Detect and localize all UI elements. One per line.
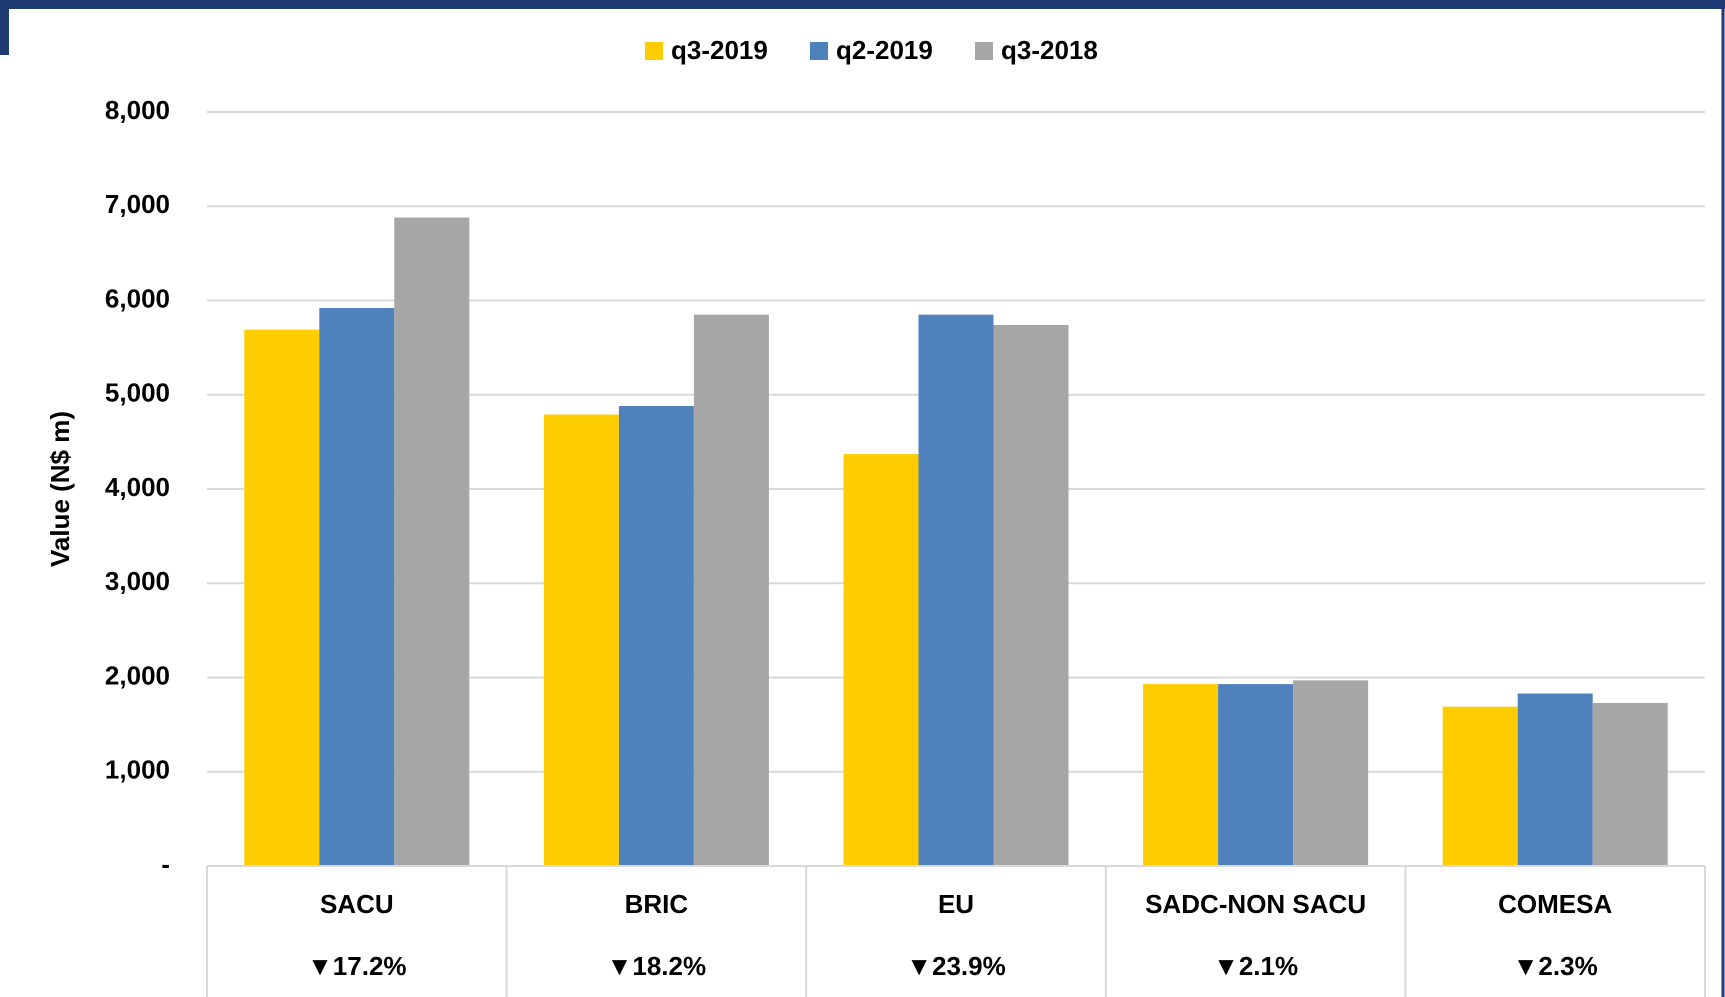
change-label: ▼2.3%	[1513, 951, 1598, 981]
legend-swatch	[810, 42, 828, 60]
bar	[1218, 684, 1294, 866]
bar	[394, 217, 470, 866]
left-bar	[0, 0, 9, 55]
y-tick-label: 2,000	[105, 660, 170, 690]
top-bar	[0, 0, 1725, 9]
x-tick-label: SACU	[320, 889, 394, 919]
y-axis-label: Value (N$ m)	[45, 411, 75, 567]
y-tick-label: 6,000	[105, 283, 170, 313]
bar	[1592, 702, 1668, 866]
legend-label: q3-2019	[671, 35, 768, 65]
y-tick-label: -	[161, 849, 170, 879]
y-tick-label: 5,000	[105, 378, 170, 408]
legend-swatch	[645, 42, 663, 60]
x-tick-label: SADC-NON SACU	[1145, 889, 1366, 919]
bar	[543, 414, 619, 866]
bar	[1442, 706, 1518, 866]
bar	[993, 325, 1069, 866]
legend-swatch	[975, 42, 993, 60]
legend-label: q3-2018	[1001, 35, 1098, 65]
change-label: ▼17.2%	[307, 951, 406, 981]
bar	[843, 454, 919, 866]
change-label: ▼23.9%	[906, 951, 1005, 981]
x-tick-label: EU	[938, 889, 974, 919]
x-tick-label: COMESA	[1498, 889, 1612, 919]
y-tick-label: 1,000	[105, 755, 170, 785]
y-tick-label: 3,000	[105, 566, 170, 596]
y-tick-label: 8,000	[105, 95, 170, 125]
bar	[693, 314, 769, 866]
bar	[1143, 684, 1219, 866]
change-label: ▼18.2%	[607, 951, 706, 981]
y-tick-label: 7,000	[105, 189, 170, 219]
bar	[918, 314, 994, 866]
bar	[1293, 680, 1369, 866]
bar	[1517, 693, 1593, 866]
bar	[244, 329, 320, 866]
bar	[618, 406, 694, 866]
y-tick-label: 4,000	[105, 472, 170, 502]
change-label: ▼2.1%	[1213, 951, 1298, 981]
bar	[319, 308, 395, 866]
x-tick-label: BRIC	[625, 889, 689, 919]
legend-label: q2-2019	[836, 35, 933, 65]
